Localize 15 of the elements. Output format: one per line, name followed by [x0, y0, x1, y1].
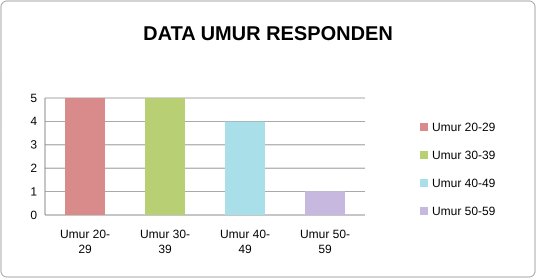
y-tick-label: 3: [30, 138, 38, 152]
y-tick-label: 1: [30, 184, 38, 198]
legend-label: Umur 40-49: [432, 176, 496, 190]
legend-label: Umur 30-39: [432, 148, 496, 162]
legend-label: Umur 50-59: [432, 204, 496, 218]
y-tick-label: 5: [30, 90, 38, 105]
legend-label: Umur 20-29: [432, 120, 496, 134]
x-tick-label: Umur 50-59: [300, 227, 350, 256]
chart-title: DATA UMUR RESPONDEN: [143, 23, 393, 45]
x-tick-label: Umur 20-29: [60, 227, 110, 256]
y-tick-label: 4: [30, 114, 38, 128]
x-tick-label: Umur 30-39: [140, 227, 190, 256]
y-tick-label: 0: [30, 208, 38, 222]
x-tick-label: Umur 40-49: [220, 227, 270, 256]
y-tick-label: 2: [30, 161, 38, 176]
